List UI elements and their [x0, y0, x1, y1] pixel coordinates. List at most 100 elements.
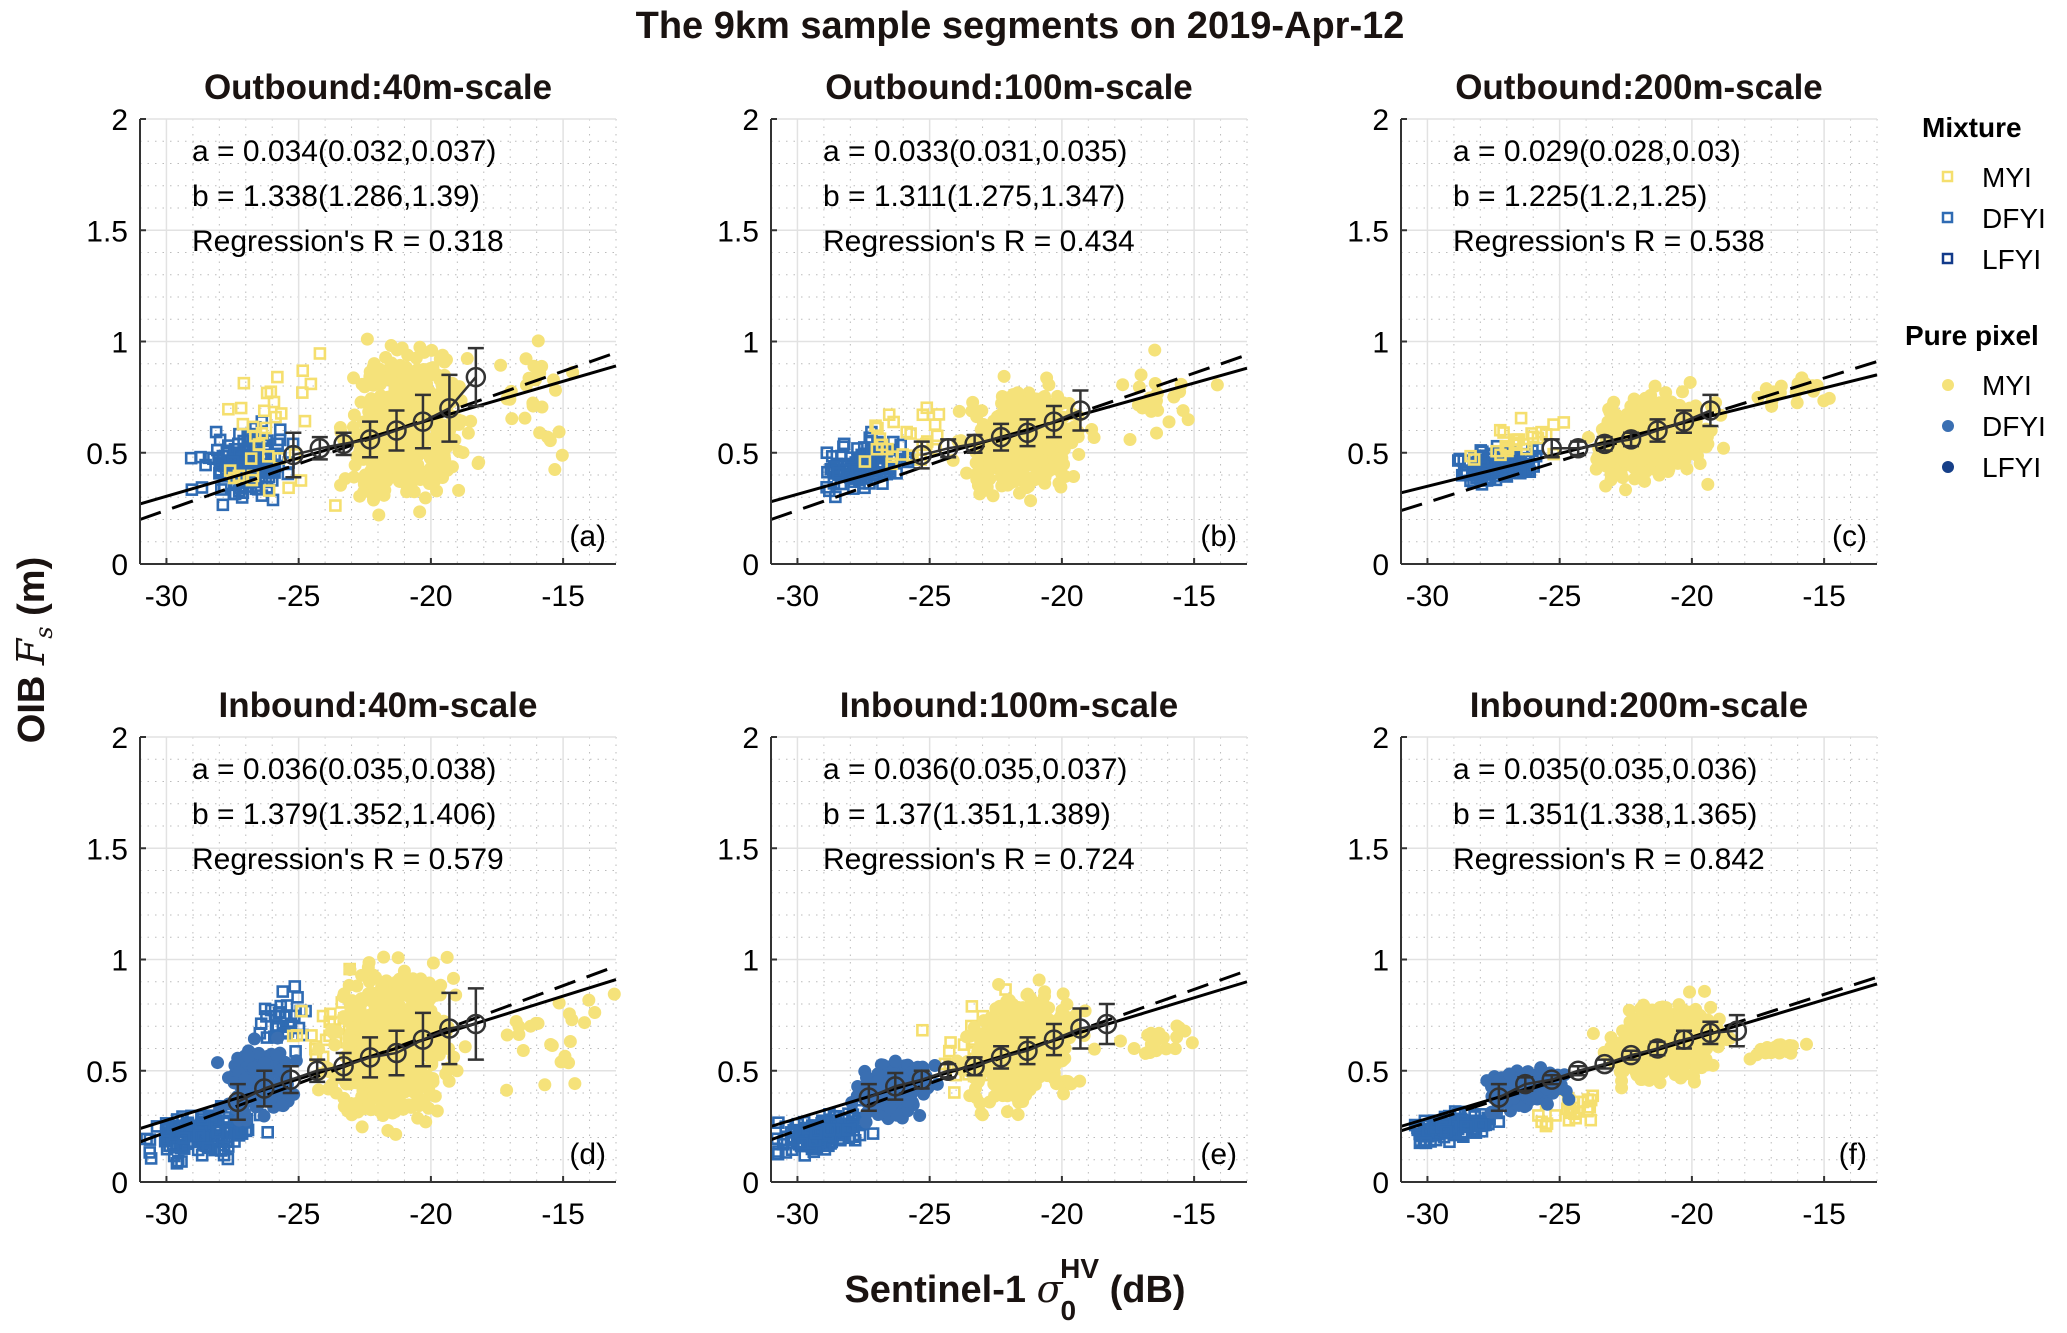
point-pure-myi — [1025, 400, 1039, 414]
x-tick-label: -20 — [409, 580, 452, 613]
point-pure-myi — [440, 950, 454, 964]
y-tick-label: 1 — [1372, 327, 1389, 360]
x-tick-label: -30 — [1406, 580, 1449, 613]
point-mix-dfyi — [226, 455, 240, 469]
point-pure-myi — [578, 1016, 592, 1030]
point-pure-myi — [406, 972, 420, 986]
x-tick-label: -20 — [1670, 580, 1713, 613]
panel-title: Outbound:200m-scale — [1455, 68, 1823, 107]
point-mix-myi — [869, 419, 882, 433]
fit-annotation: b = 1.37(1.351,1.389) — [823, 798, 1111, 831]
point-mix-dfyi — [216, 498, 230, 512]
point-mix-myi — [1467, 453, 1481, 466]
point-pure-dfyi — [257, 1056, 271, 1070]
point-pure-myi — [554, 1055, 568, 1069]
point-pure-myi — [1144, 1037, 1158, 1051]
point-pure-myi — [1159, 1042, 1173, 1056]
point-mix-myi — [313, 347, 327, 360]
point-pure-myi — [328, 1038, 342, 1052]
fit-annotation: Regression's R = 0.724 — [823, 843, 1135, 876]
point-mix-myi — [296, 386, 309, 399]
point-pure-myi — [397, 1081, 411, 1095]
point-pure-myi — [361, 960, 375, 974]
point-mix-dfyi — [261, 1125, 274, 1139]
bin-mean — [911, 440, 932, 470]
point-pure-myi — [422, 477, 436, 491]
point-pure-myi — [372, 508, 386, 522]
point-mix-dfyi — [844, 451, 857, 464]
point-mix-myi — [271, 370, 284, 384]
point-pure-myi — [1162, 415, 1176, 429]
y-tick-label: 1.5 — [86, 215, 128, 248]
x-tick-label: -30 — [145, 1198, 188, 1231]
point-pure-myi — [1012, 486, 1026, 500]
x-tick-label: -20 — [1040, 580, 1083, 613]
point-pure-myi — [1044, 462, 1058, 476]
bin-mean — [1070, 389, 1091, 432]
point-pure-myi — [389, 1127, 403, 1141]
panel-a: -30 -25 -20 -1500.511.52Outbound:40m-scalea… — [86, 68, 617, 613]
fit-annotation: a = 0.036(0.035,0.037) — [823, 753, 1127, 786]
point-pure-myi — [355, 1120, 369, 1134]
point-pure-myi — [516, 1043, 530, 1057]
point-pure-myi — [976, 1108, 990, 1122]
x-axis-label: Sentinel-1 σ0HV (dB) — [844, 1253, 1185, 1326]
point-pure-myi — [531, 334, 545, 348]
point-pure-myi — [410, 458, 424, 472]
point-pure-myi — [1683, 985, 1697, 999]
fit-annotation: a = 0.029(0.028,0.03) — [1453, 135, 1741, 168]
y-tick-label: 2 — [742, 722, 759, 755]
point-pure-myi — [505, 412, 519, 426]
point-pure-myi — [388, 461, 402, 475]
point-pure-myi — [535, 400, 549, 414]
point-mix-myi — [249, 429, 262, 443]
point-pure-myi — [1150, 426, 1164, 440]
point-pure-myi — [1619, 483, 1633, 497]
point-pure-myi — [384, 339, 398, 353]
y-tick-label: 1.5 — [717, 215, 759, 248]
point-mix-dfyi — [221, 1114, 234, 1128]
point-pure-myi — [1689, 399, 1703, 413]
point-pure-myi — [1620, 413, 1634, 427]
point-pure-myi — [1172, 1021, 1186, 1035]
point-pure-myi — [442, 1074, 456, 1088]
point-pure-myi — [1011, 386, 1025, 400]
bin-mean — [1673, 409, 1695, 434]
point-pure-myi — [372, 362, 386, 376]
point-mix-dfyi — [1451, 454, 1465, 467]
bin-mean — [1594, 433, 1615, 455]
point-pure-myi — [452, 444, 466, 458]
y-tick-label: 0.5 — [717, 438, 759, 471]
point-pure-myi — [1024, 494, 1038, 508]
point-pure-myi — [1628, 472, 1642, 486]
point-pure-myi — [417, 1093, 431, 1107]
bin-mean — [1700, 393, 1721, 428]
bin-mean-marker — [359, 429, 381, 450]
fit-annotation: Regression's R = 0.538 — [1453, 225, 1765, 258]
point-pure-myi — [975, 404, 989, 418]
point-pure-myi — [1113, 1034, 1127, 1048]
point-pure-myi — [549, 383, 563, 397]
bin-mean-marker — [990, 426, 1012, 448]
point-pure-myi — [952, 404, 966, 418]
point-pure-myi — [401, 348, 415, 362]
fit-annotation: Regression's R = 0.318 — [192, 225, 504, 258]
point-pure-myi — [1085, 422, 1099, 436]
point-pure-myi — [999, 412, 1013, 426]
panel-label: (c) — [1832, 520, 1867, 553]
panel-title: Outbound:40m-scale — [204, 68, 552, 107]
fit-annotation: b = 1.225(1.2,1.25) — [1453, 180, 1707, 213]
bin-mean-marker — [412, 411, 434, 432]
point-pure-myi — [461, 426, 475, 440]
point-pure-myi — [375, 1006, 389, 1020]
bin-mean-marker — [283, 444, 304, 466]
point-pure-myi — [360, 332, 374, 346]
point-mix-dfyi — [194, 450, 207, 464]
x-tick-label: -25 — [908, 1198, 951, 1231]
point-pure-myi — [951, 434, 965, 448]
point-mix-myi — [329, 499, 342, 512]
point-pure-myi — [1151, 403, 1165, 417]
point-pure-myi — [494, 358, 508, 372]
point-pure-myi — [392, 397, 406, 411]
point-pure-myi — [1602, 402, 1616, 416]
